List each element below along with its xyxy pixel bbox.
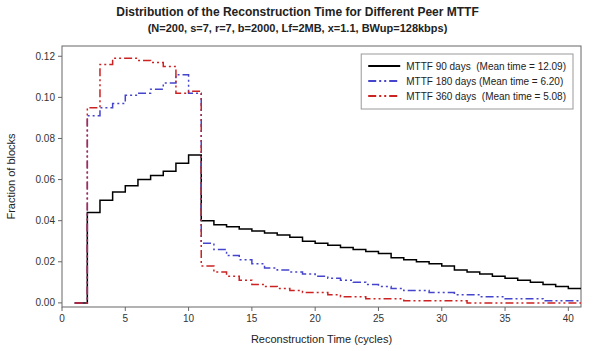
x-tick [315,307,316,311]
x-tick-label: 15 [246,313,258,324]
y-tick [58,138,62,139]
x-tick-label: 10 [183,313,195,324]
x-tick-label: 30 [436,313,448,324]
legend-label: MTTF 90 days (Mean time = 12.09) [406,61,566,72]
y-tick [58,261,62,262]
plot-frame [62,46,581,307]
legend-swatch [368,65,400,67]
legend-item: MTTF 180 days (Mean time = 6.20) [368,76,563,87]
x-tick [188,307,189,311]
y-tick [58,56,62,57]
legend-label: MTTF 360 days (Mean time = 5.08) [406,91,566,102]
x-tick [568,307,569,311]
x-tick [505,307,506,311]
x-tick [62,307,63,311]
chart: Distribution of the Reconstruction Time … [0,0,595,351]
title: Distribution of the Reconstruction Time … [116,5,478,19]
x-tick [125,307,126,311]
x-tick-label: 35 [499,313,511,324]
y-tick [58,97,62,98]
y-tick-label: 0.10 [36,92,56,103]
y-tick-label: 0.12 [36,51,56,62]
x-tick-label: 0 [59,313,65,324]
x-tick-label: 5 [123,313,129,324]
legend: MTTF 90 days (Mean time = 12.09) MTTF 180… [361,54,573,109]
y-tick-label: 0.06 [36,174,56,185]
x-tick-label: 25 [373,313,385,324]
legend-item: MTTF 360 days (Mean time = 5.08) [368,91,566,102]
legend-box [361,54,573,109]
x-tick-label: 40 [563,313,575,324]
y-tick-label: 0.04 [36,215,56,226]
x-tick [441,307,442,311]
subtitle: (N=200, s=7, r=7, b=2000, Lf=2MB, x=1.1,… [148,22,448,34]
y-tick [58,179,62,180]
legend-item: MTTF 90 days (Mean time = 12.09) [368,61,566,72]
series-group [75,58,581,303]
x-tick-label: 20 [310,313,322,324]
series-line [75,155,581,303]
legend-label: MTTF 180 days (Mean time = 6.20) [406,76,563,87]
y-tick-label: 0.08 [36,133,56,144]
legend-swatch [368,95,400,97]
x-tick [251,307,252,311]
y-tick-label: 0.02 [36,256,56,267]
y-tick [58,220,62,221]
y-tick [58,302,62,303]
series-line [75,58,581,303]
x-axis-label: Reconstruction Time (cycles) [251,333,392,345]
x-tick [378,307,379,311]
y-axis-label: Fraction of blocks [5,133,17,220]
legend-swatch [368,80,400,82]
y-tick-label: 0.00 [36,297,56,308]
